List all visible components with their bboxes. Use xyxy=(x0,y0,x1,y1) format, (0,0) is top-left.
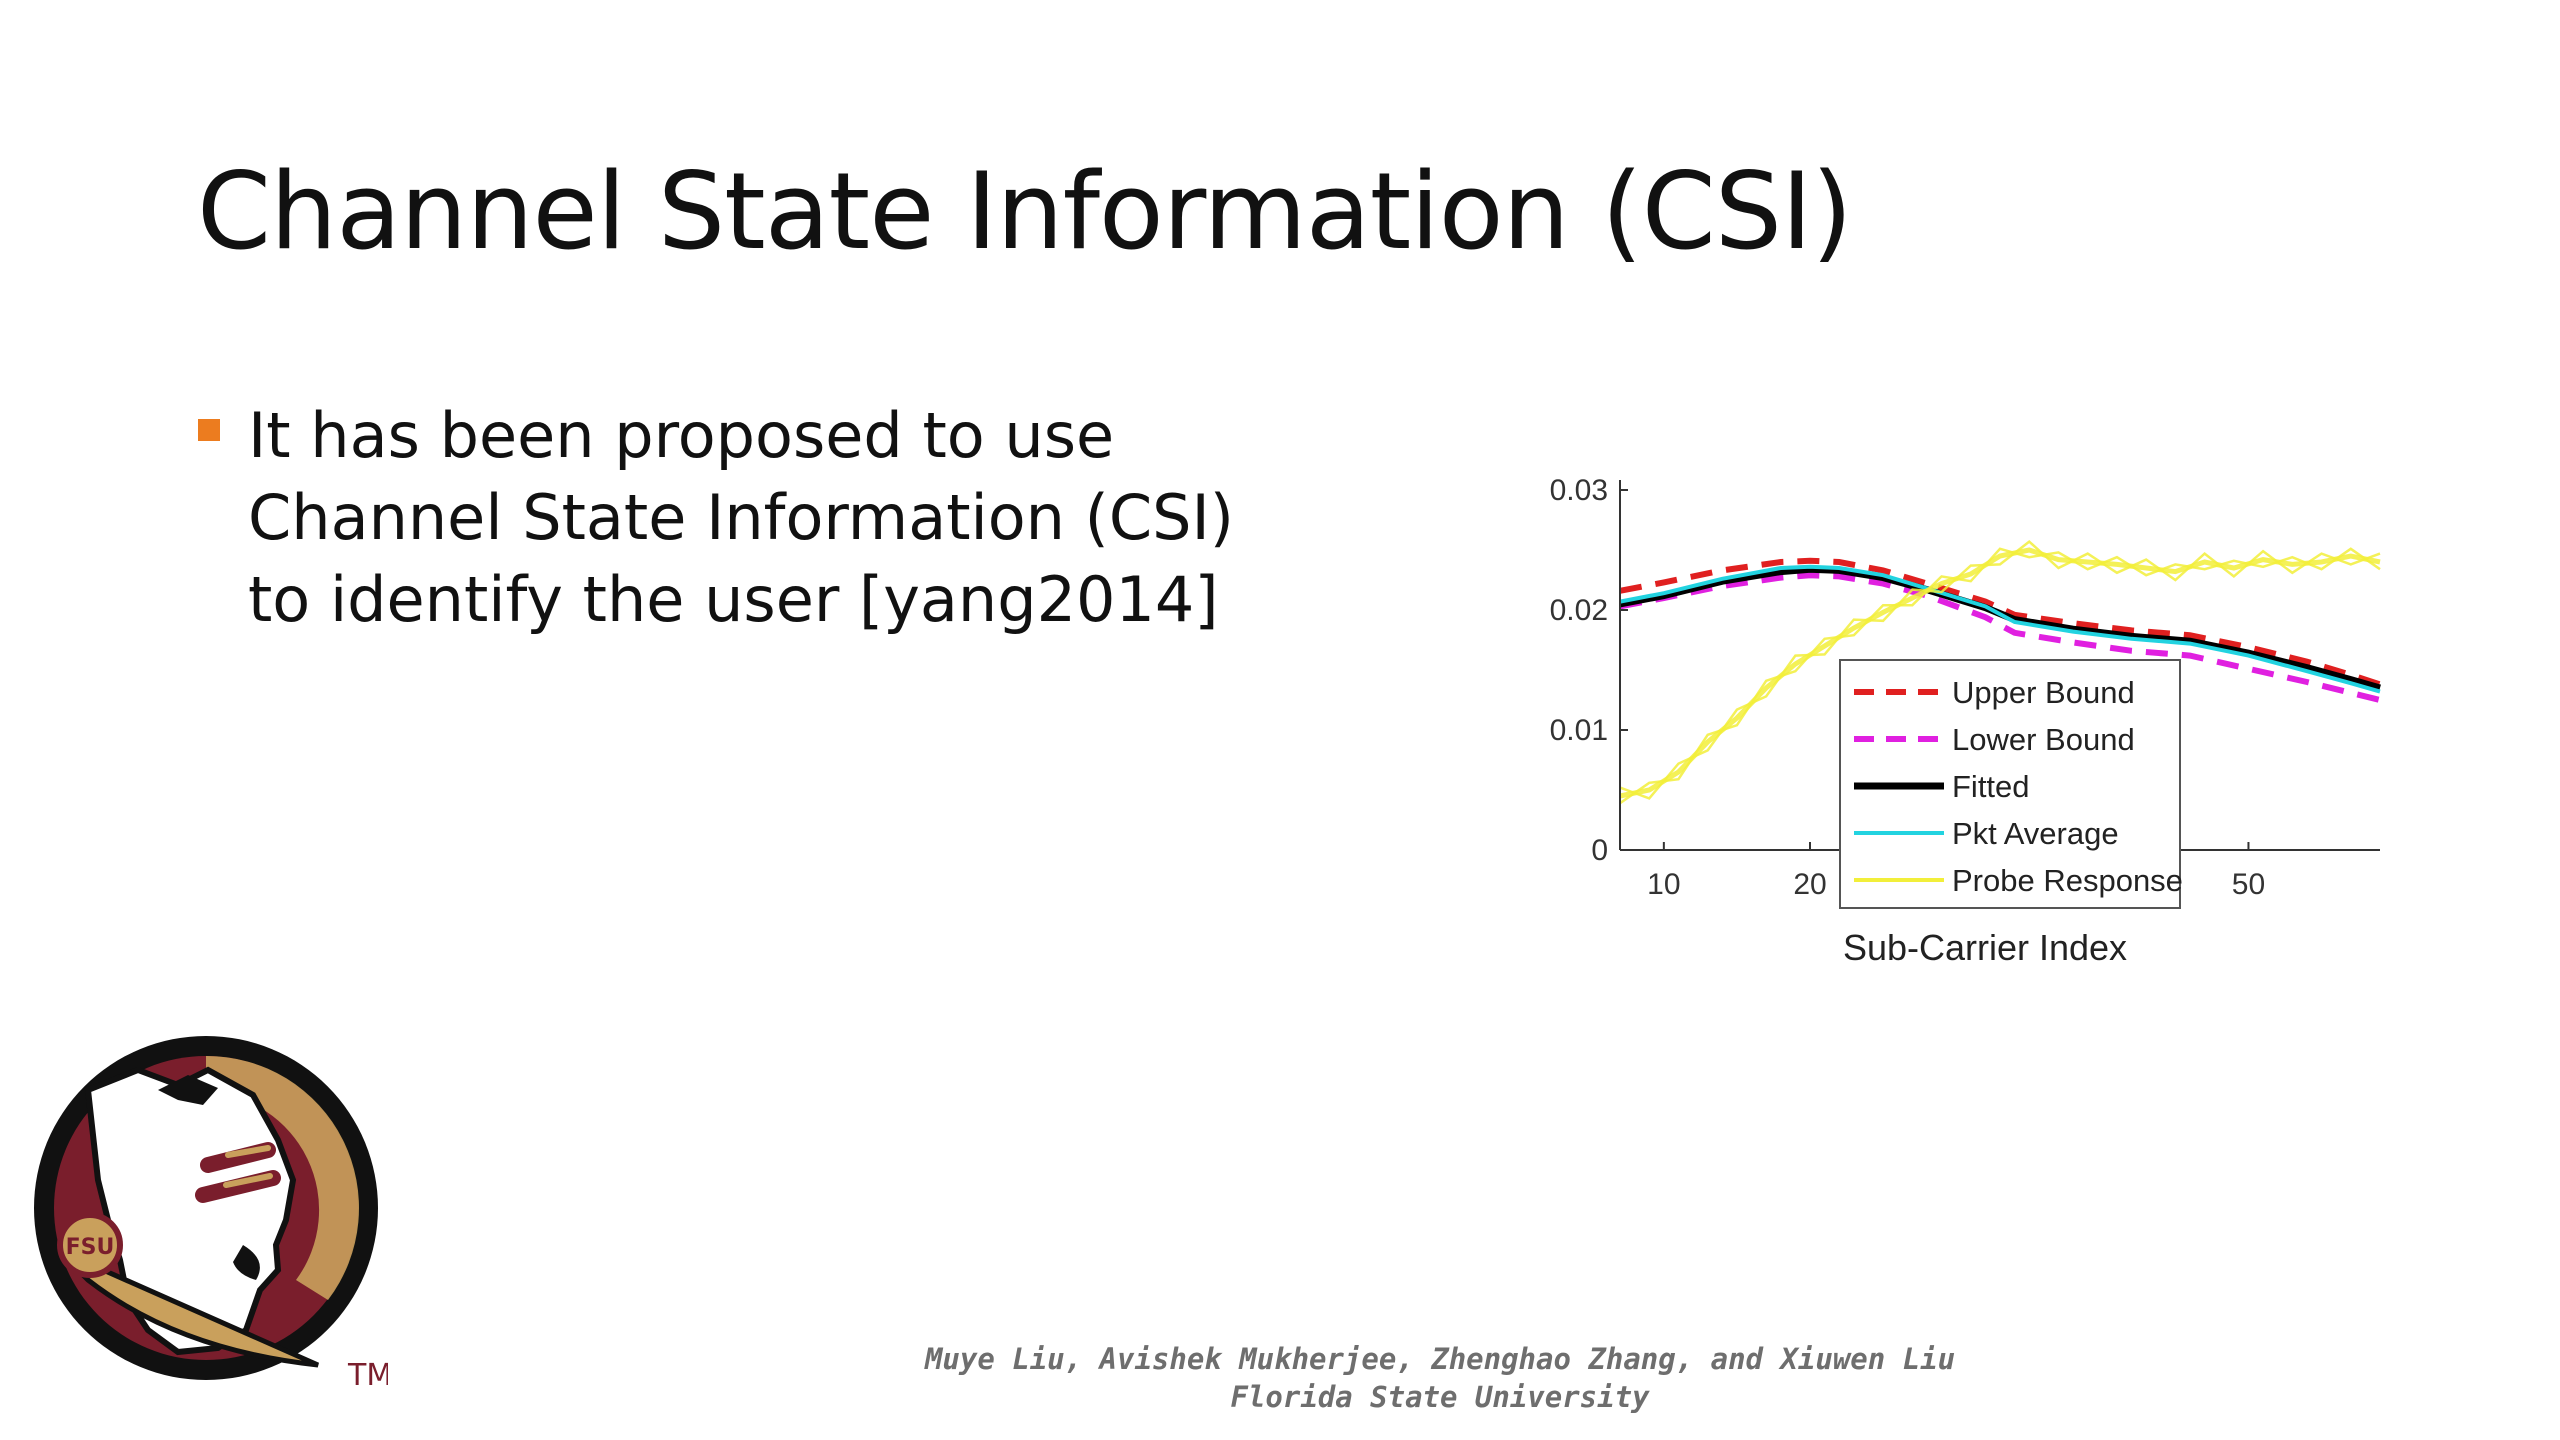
legend-label: Probe Response xyxy=(1952,863,2183,898)
trademark-mark: TM xyxy=(347,1358,388,1390)
x-tick-label: 10 xyxy=(1647,868,1680,901)
y-tick-label: 0.03 xyxy=(1550,474,1608,507)
slide-footer: Muye Liu, Avishek Mukherjee, Zhenghao Zh… xyxy=(850,1340,2030,1416)
csi-chart: 0 0.01 0.02 0.03 10 20 50 Upper Bound Lower Bou… xyxy=(1500,460,2400,1000)
legend-label: Pkt Average xyxy=(1952,816,2119,851)
legend-label: Lower Bound xyxy=(1952,722,2135,757)
legend-box xyxy=(1839,659,2181,909)
fsu-seminole-logo: FSU TM xyxy=(28,1030,392,1393)
y-tick-label: 0 xyxy=(1591,834,1608,867)
chart-legend: Upper Bound Lower Bound Fitted Pkt Average P… xyxy=(1839,659,2183,909)
bullet-item: It has been proposed to use Channel Stat… xyxy=(198,395,1348,641)
bullet-text: It has been proposed to use Channel Stat… xyxy=(248,399,1234,636)
plot-area xyxy=(1619,539,2381,805)
footer-authors: Muye Liu, Avishek Mukherjee, Zhenghao Zh… xyxy=(924,1342,1956,1376)
legend-label: Upper Bound xyxy=(1952,675,2135,710)
legend-label: Fitted xyxy=(1952,769,2030,804)
slide-title: Channel State Information (CSI) xyxy=(197,150,1853,273)
y-tick-label: 0.02 xyxy=(1550,594,1608,627)
bullet-square-icon xyxy=(198,419,220,441)
chart-axes: 0 0.01 0.02 0.03 10 20 50 xyxy=(1550,474,2380,901)
bullet-list: It has been proposed to use Channel Stat… xyxy=(198,395,1348,641)
x-axis-label: Sub-Carrier Index xyxy=(1843,927,2127,968)
y-tick-label: 0.01 xyxy=(1550,714,1608,747)
logo-monogram: FSU xyxy=(66,1235,115,1260)
csi-chart-svg: 0 0.01 0.02 0.03 10 20 50 Upper Bound Lower Bou… xyxy=(1550,474,2381,968)
footer-affiliation: Florida State University xyxy=(1230,1380,1650,1414)
x-tick-label: 50 xyxy=(2232,868,2265,901)
seminole-head-icon: FSU TM xyxy=(34,1036,392,1393)
x-tick-label: 20 xyxy=(1793,868,1826,901)
